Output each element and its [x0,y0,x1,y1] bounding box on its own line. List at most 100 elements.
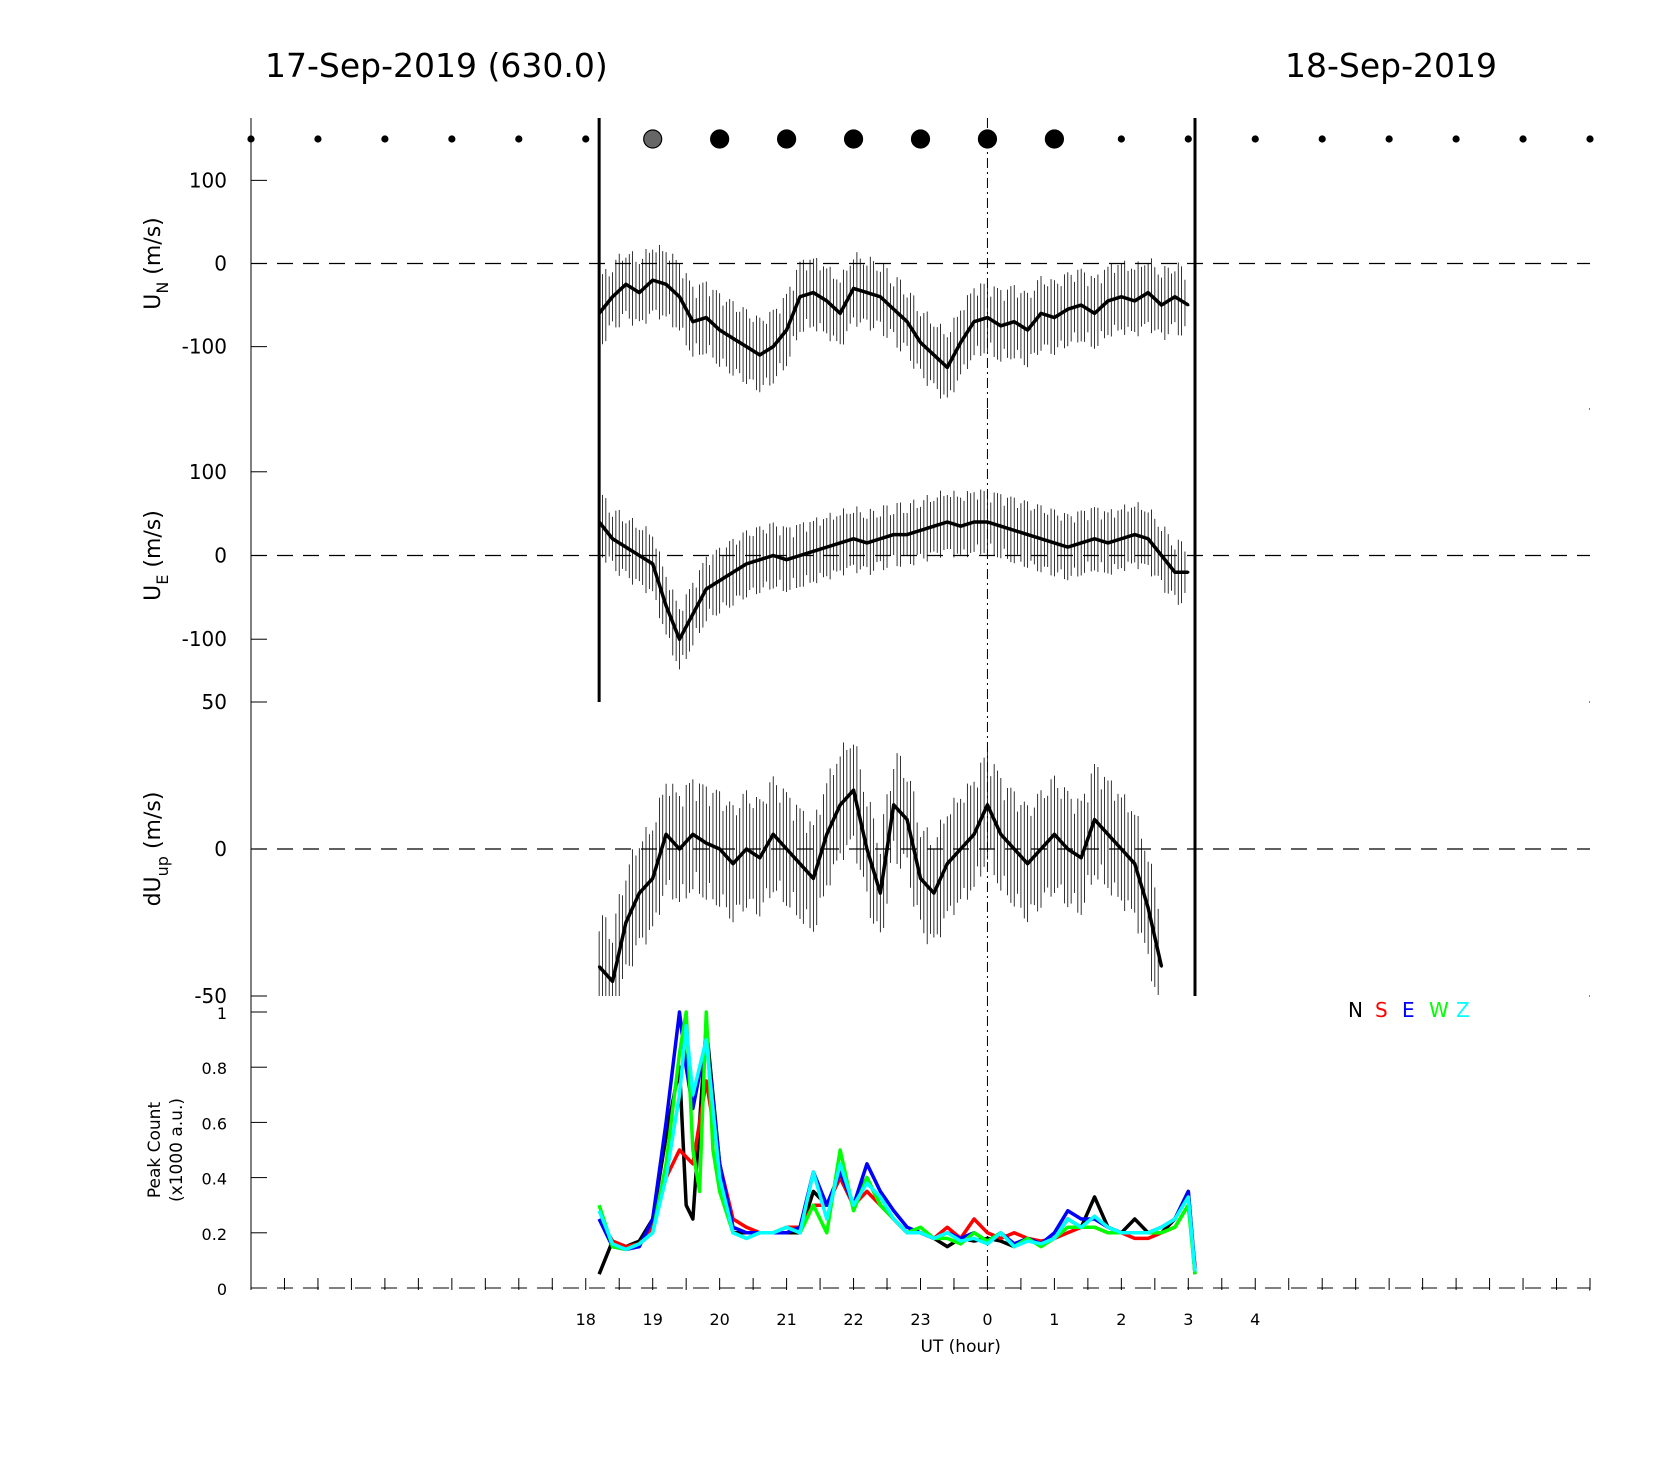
data-point [1120,537,1123,540]
sky-dot [910,129,931,149]
data-point [812,877,815,880]
data-point [1160,965,1163,968]
data-point [999,525,1003,528]
data-point [825,299,828,303]
data-point [825,545,828,549]
data-point [651,278,654,282]
series-line-W [597,1010,1197,1275]
data-point [1079,541,1083,545]
data-point [812,550,815,553]
data-point [798,862,802,865]
x-tick-label: 18 [576,1310,596,1329]
data-point [705,587,708,591]
data-point [1053,833,1056,836]
data-point [1079,303,1083,307]
data-point [678,638,681,641]
y-tick-label: -100 [182,627,227,651]
data-point [1039,312,1043,315]
data-point [1106,299,1110,303]
data-point [705,316,708,319]
data-point [624,921,628,924]
date-title-left: 17-Sep-2019 (630.0) [265,46,608,85]
y-axis-label: UN (m/s) [141,217,172,310]
data-point [1106,833,1110,836]
data-point [919,341,922,344]
series-line-Z [597,1024,1197,1272]
sky-dot [582,135,590,143]
panel-dUup: dUup (m/s) [141,701,1590,997]
sky-dot [1044,129,1065,149]
data-point [651,562,654,566]
data-point [745,562,748,566]
legend-N: N [1348,998,1363,1022]
data-point [1026,533,1029,536]
data-point [1173,571,1177,574]
data-point [1026,328,1029,332]
x-tick-label: 0 [982,1310,992,1329]
y-tick-label: 1 [217,1004,227,1023]
data-point [852,789,855,792]
data-point [597,520,601,524]
data-point [959,847,962,851]
data-point [731,571,735,574]
y-tick-label: 100 [189,168,227,192]
data-point [758,353,762,357]
data-point [865,291,869,294]
data-point [785,558,788,561]
panel-PeakCount: Peak Count (x1000 a.u.) [145,996,1591,1291]
data-point [892,533,895,536]
y-axis-label: dUup (m/s) [141,792,172,907]
data-point [664,604,668,607]
data-point [678,847,681,851]
data-point [772,345,775,348]
data-point [986,520,989,524]
data-point [691,612,695,616]
data-point [1120,847,1123,851]
data-point [798,295,802,298]
data-point [1093,312,1096,315]
data-point [972,320,976,323]
data-point [638,291,641,294]
data-point [905,320,909,323]
panel-UE: UE (m/s) [141,409,1590,703]
data-point [972,520,976,524]
data-point [1120,295,1123,298]
data-point [1133,299,1136,303]
data-point [731,862,735,865]
y-tick-label: 50 [202,690,227,714]
data-point [972,833,976,836]
data-point [959,525,962,528]
y-tick-label: 0.2 [202,1225,227,1244]
sky-dot [1251,135,1259,143]
data-point [852,287,855,290]
sky-dot [710,129,730,149]
x-axis-label: UT (hour) [920,1337,1000,1357]
data-point [1066,847,1069,851]
x-tick-label: 2 [1116,1310,1126,1329]
data-point [664,833,668,836]
data-point [1013,529,1016,532]
y-tick-label: 0 [217,1280,227,1299]
x-tick-label: 22 [843,1310,863,1329]
data-point [678,295,681,298]
y-axis-label: Peak Count [145,1102,165,1199]
data-point [838,541,842,545]
sky-dot [643,129,663,149]
data-point [905,818,909,821]
data-point [785,328,788,332]
y-tick-label: 0 [214,252,227,276]
y-axis-label: UE (m/s) [141,510,172,601]
data-point [1013,847,1016,851]
data-point [1106,541,1110,545]
data-point [838,803,842,807]
data-point [946,520,949,524]
data-point [718,847,721,851]
data-point [1187,303,1190,307]
data-point [1053,316,1056,319]
data-point [1066,308,1069,311]
data-point [946,366,949,369]
sky-dot [448,135,456,143]
legend-Z: Z [1456,998,1470,1022]
data-point [986,803,989,807]
